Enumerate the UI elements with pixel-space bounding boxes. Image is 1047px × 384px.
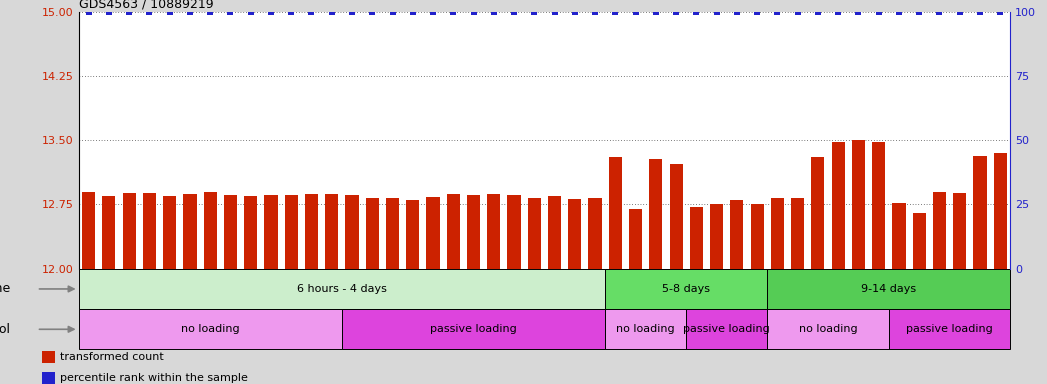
- Bar: [42, 372, 54, 384]
- Bar: [686, 309, 767, 349]
- Bar: [42, 351, 54, 363]
- Bar: [605, 269, 767, 309]
- Bar: [629, 209, 642, 269]
- Text: 6 hours - 4 days: 6 hours - 4 days: [297, 284, 386, 294]
- Bar: [183, 194, 197, 269]
- Text: time: time: [0, 283, 10, 295]
- Bar: [326, 194, 338, 269]
- Text: GDS4563 / 10889219: GDS4563 / 10889219: [79, 0, 214, 10]
- Bar: [831, 142, 845, 269]
- Bar: [872, 142, 886, 269]
- Bar: [889, 309, 1010, 349]
- Bar: [608, 157, 622, 269]
- Bar: [79, 309, 342, 349]
- Bar: [244, 196, 258, 269]
- Bar: [342, 309, 605, 349]
- Bar: [346, 195, 358, 269]
- Bar: [710, 205, 723, 269]
- Bar: [386, 198, 399, 269]
- Bar: [811, 157, 824, 269]
- Bar: [913, 213, 926, 269]
- Text: no loading: no loading: [181, 324, 240, 334]
- Text: 5-8 days: 5-8 days: [663, 284, 710, 294]
- Bar: [690, 207, 703, 269]
- Bar: [224, 195, 237, 269]
- Bar: [528, 198, 541, 269]
- Bar: [103, 196, 115, 269]
- Bar: [569, 199, 581, 269]
- Bar: [751, 205, 763, 269]
- Bar: [605, 309, 686, 349]
- Text: percentile rank within the sample: percentile rank within the sample: [60, 373, 248, 383]
- Bar: [974, 156, 986, 269]
- Text: passive loading: passive loading: [684, 324, 771, 334]
- Bar: [588, 199, 602, 269]
- Bar: [467, 195, 481, 269]
- Bar: [892, 203, 906, 269]
- Text: passive loading: passive loading: [907, 324, 993, 334]
- Bar: [669, 164, 683, 269]
- Bar: [203, 192, 217, 269]
- Bar: [792, 198, 804, 269]
- Text: passive loading: passive loading: [430, 324, 517, 334]
- Bar: [548, 196, 561, 269]
- Bar: [649, 159, 663, 269]
- Bar: [82, 192, 95, 269]
- Bar: [731, 200, 743, 269]
- Bar: [933, 192, 946, 269]
- Bar: [122, 193, 136, 269]
- Bar: [852, 140, 865, 269]
- Bar: [953, 193, 966, 269]
- Bar: [426, 197, 440, 269]
- Bar: [767, 309, 889, 349]
- Bar: [285, 195, 297, 269]
- Bar: [771, 199, 784, 269]
- Bar: [265, 195, 277, 269]
- Bar: [767, 269, 1010, 309]
- Text: 9-14 days: 9-14 days: [862, 284, 916, 294]
- Bar: [79, 269, 605, 309]
- Bar: [163, 196, 176, 269]
- Bar: [994, 153, 1007, 269]
- Bar: [406, 200, 420, 269]
- Text: no loading: no loading: [617, 324, 675, 334]
- Bar: [487, 194, 500, 269]
- Bar: [447, 194, 460, 269]
- Bar: [305, 194, 318, 269]
- Bar: [365, 198, 379, 269]
- Text: transformed count: transformed count: [60, 353, 164, 362]
- Bar: [508, 195, 520, 269]
- Text: protocol: protocol: [0, 323, 10, 336]
- Text: no loading: no loading: [799, 324, 857, 334]
- Bar: [142, 193, 156, 269]
